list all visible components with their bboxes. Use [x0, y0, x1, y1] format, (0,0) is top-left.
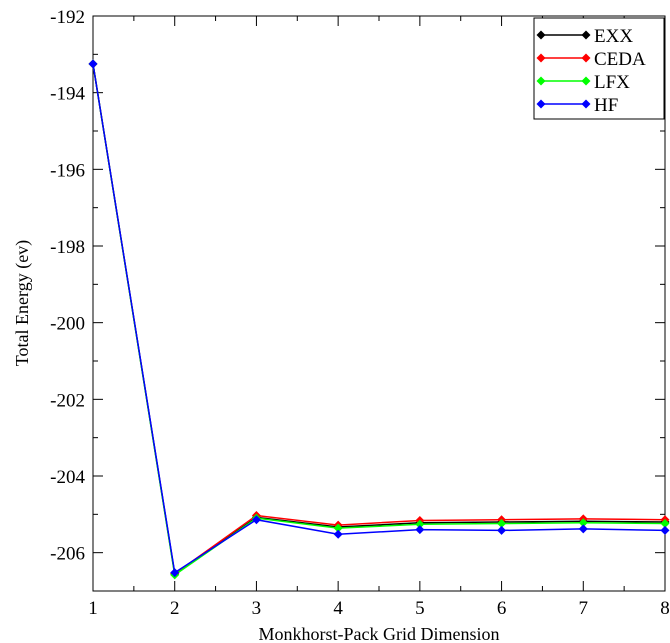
legend-entry: EXX [536, 26, 633, 47]
series-line [92, 63, 666, 576]
tick-labels: 1 2 3 4 5 6 7 8 -206 -204 -202 -200 -198 -196 -194 -192 [50, 7, 670, 619]
legend-label: LFX [594, 72, 630, 93]
legend-marker [581, 30, 591, 40]
data-point [497, 519, 507, 529]
y-axis-label: Total Energy (ev) [12, 240, 33, 366]
axis-ticks [92, 15, 666, 592]
series-exx [88, 59, 670, 579]
series-line [92, 63, 666, 577]
series-lfx [88, 59, 670, 580]
data-point [578, 524, 588, 534]
y-tick-label: -200 [50, 314, 85, 335]
data-point [333, 529, 343, 539]
x-tick-label: 8 [660, 598, 670, 619]
data-point [660, 519, 670, 529]
x-tick-label: 5 [415, 598, 425, 619]
data-point [578, 518, 588, 528]
data-point [660, 525, 670, 535]
x-tick-label: 6 [497, 598, 507, 619]
legend-marker [581, 76, 591, 86]
legend-marker [536, 76, 546, 86]
series-hf [88, 59, 670, 578]
series-line [92, 63, 666, 576]
data-point [88, 59, 98, 69]
x-tick-label: 4 [333, 598, 343, 619]
legend-label: HF [594, 95, 618, 116]
data-point [251, 515, 261, 525]
legend-marker [536, 30, 546, 40]
legend-entry: HF [536, 95, 618, 116]
legend-label: CEDA [594, 49, 646, 70]
data-point [497, 525, 507, 535]
legend-marker [581, 99, 591, 109]
legend-marker [536, 99, 546, 109]
y-tick-label: -196 [50, 160, 85, 181]
legend-entry: CEDA [536, 49, 646, 70]
legend-entry: LFX [536, 72, 630, 93]
legend-marker [581, 53, 591, 63]
legend-label: EXX [594, 26, 633, 47]
legend-marker [536, 53, 546, 63]
y-tick-label: -204 [50, 467, 85, 488]
y-tick-label: -198 [50, 237, 85, 258]
data-point [415, 519, 425, 529]
y-tick-label: -202 [50, 390, 85, 411]
data-point [415, 525, 425, 535]
x-axis-label: Monkhorst-Pack Grid Dimension [259, 624, 500, 643]
y-tick-label: -194 [50, 84, 85, 105]
data-point [333, 523, 343, 533]
y-tick-label: -192 [50, 7, 85, 28]
x-tick-label: 2 [170, 598, 180, 619]
y-tick-label: -206 [50, 544, 85, 565]
x-tick-label: 7 [579, 598, 589, 619]
data-point [170, 568, 180, 578]
series-layer [88, 59, 670, 580]
series-line [92, 63, 666, 574]
x-tick-label: 1 [88, 598, 98, 619]
series-ceda [88, 59, 670, 579]
x-tick-label: 3 [252, 598, 262, 619]
